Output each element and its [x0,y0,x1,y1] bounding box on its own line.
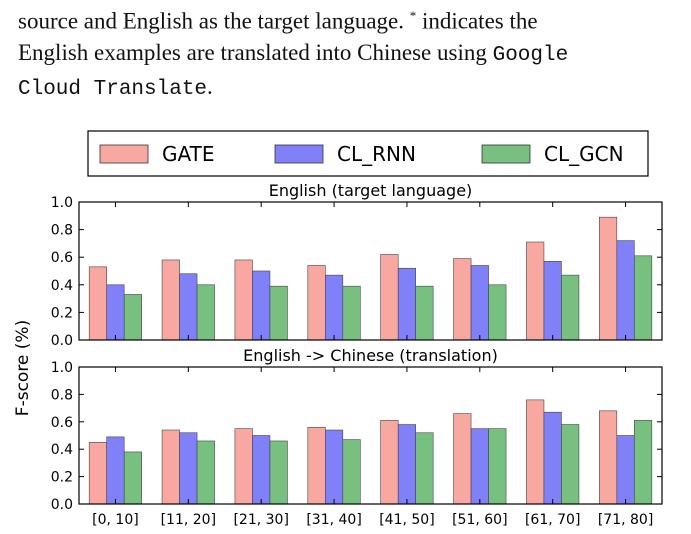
bar-cl_gcn-6 [561,274,580,341]
y-tick-label: 0.2 [51,305,73,321]
caption-line-3: Cloud Translate. [18,71,678,105]
bar-gate-3 [307,426,326,505]
bar-cl_rnn-1 [179,432,198,505]
chart-panel-english: 0.0 0.2 0.4 0.6 0.8 1.0 English (target langua… [51,181,663,349]
panel-title: English (target language) [269,181,473,200]
panel-title: English -> Chinese (translation) [243,346,498,365]
y-tick-label: 0.6 [51,415,73,431]
legend-swatch-gate [99,144,149,164]
bar-gate-2 [234,259,253,341]
bar-gate-7 [599,410,618,505]
x-tick-label: [11, 20] [161,512,216,528]
bar-cl_gcn-0 [123,451,142,505]
bar-cl_gcn-1 [196,284,215,341]
caption-text-b: indicates the [421,8,538,34]
figure-caption: source and English as the target languag… [18,0,678,105]
y-tick-label: 1.0 [51,360,73,376]
legend: GATE CL_RNN CL_GCN [87,130,649,177]
caption-line-1: source and English as the target languag… [18,0,678,37]
legend-swatch-cl_rnn [274,144,324,164]
bar-cl_gcn-5 [488,428,507,505]
legend-label-gate: GATE [162,142,214,166]
bar-cl_rnn-0 [106,284,125,341]
caption-line-2: English examples are translated into Chi… [18,37,678,71]
caption-star: * [409,8,417,23]
bar-cl_gcn-2 [269,285,288,341]
y-tick-label: 0.0 [51,497,73,513]
bar-cl_gcn-5 [488,284,507,341]
bar-cl_gcn-2 [269,440,288,505]
bar-gate-4 [380,420,399,505]
bar-gate-1 [161,259,180,341]
bar-cl_gcn-3 [342,439,361,505]
legend-label-cl_rnn: CL_RNN [337,142,416,166]
x-tick-label: [61, 70] [525,512,580,528]
bar-gate-6 [526,241,545,341]
caption-period: . [207,73,213,99]
bar-cl_gcn-4 [415,432,434,505]
axes-frame [78,201,663,341]
bar-cl_rnn-0 [106,436,125,505]
bar-gate-6 [526,399,545,505]
bar-cl_rnn-1 [179,273,198,341]
bar-cl_gcn-3 [342,285,361,341]
caption-code-a: Google [492,43,569,67]
bar-gate-3 [307,265,326,341]
bar-cl_rnn-4 [397,267,416,341]
bar-cl_gcn-7 [634,255,653,341]
caption-text-c: English examples are translated into Chi… [18,39,487,65]
caption-text-a: source and English as the target languag… [18,8,404,34]
bar-cl_rnn-7 [616,435,635,505]
x-tick-label: [21, 30] [233,512,288,528]
bar-gate-0 [88,442,107,505]
bar-cl_rnn-6 [543,261,562,341]
chart-panel-translation: 0.0 0.2 0.4 0.6 0.8 1.0 [0, 10] [11, 20] [21, 30… [51,346,663,528]
bar-cl_gcn-7 [634,420,653,505]
bar-gate-0 [88,266,107,341]
x-tick-label: [71, 80] [598,512,653,528]
caption-code-b: Cloud Translate [18,77,208,101]
y-tick-label: 0.4 [51,442,73,458]
bar-cl_rnn-2 [252,270,271,341]
bar-gate-5 [453,413,472,505]
bar-gate-5 [453,258,472,341]
y-tick-label: 0.8 [51,223,73,239]
y-tick-label: 0.6 [51,250,73,266]
x-tick-label: [31, 40] [306,512,361,528]
y-tick-label: 0.2 [51,470,73,486]
legend-swatch-cl_gcn [481,144,531,164]
y-tick-label: 0.4 [51,278,73,294]
x-tick-label: [41, 50] [379,512,434,528]
bar-cl_rnn-3 [325,274,344,341]
bar-cl_rnn-7 [616,240,635,341]
y-tick-label: 1.0 [51,195,73,211]
bar-gate-7 [599,216,618,341]
bar-cl_gcn-4 [415,285,434,341]
y-tick-label: 0.8 [51,387,73,403]
y-tick-label: 0.0 [51,333,73,349]
bar-cl_rnn-4 [397,424,416,505]
x-tick-label: [51, 60] [452,512,507,528]
legend-label-cl_gcn: CL_GCN [544,142,624,166]
y-axis-label: F-score (%) [13,320,33,416]
bar-gate-1 [161,429,180,505]
bar-gate-4 [380,254,399,341]
axes-frame [78,366,663,505]
bar-cl_rnn-3 [325,429,344,505]
legend-frame [87,130,649,177]
bar-cl_rnn-5 [470,428,489,505]
bar-cl_rnn-2 [252,435,271,505]
bar-cl_gcn-0 [123,294,142,341]
bar-cl_gcn-1 [196,440,215,505]
x-tick-label: [0, 10] [92,512,139,528]
bar-gate-2 [234,428,253,505]
bar-cl_rnn-6 [543,411,562,505]
bar-cl_gcn-6 [561,424,580,505]
bar-cl_rnn-5 [470,265,489,341]
